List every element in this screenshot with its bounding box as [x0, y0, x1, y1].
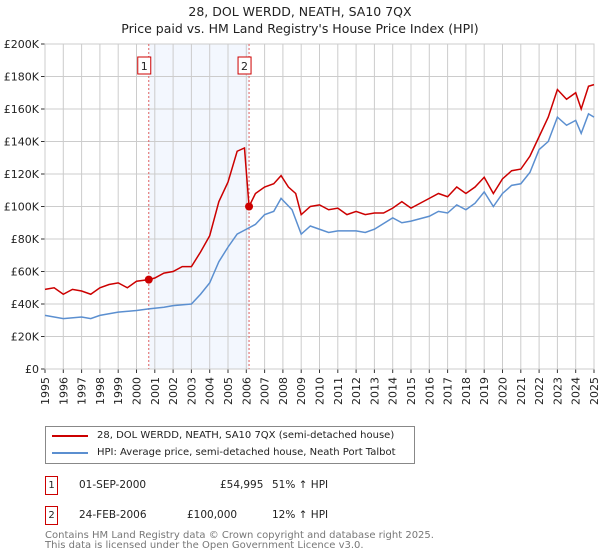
chart-title: 28, DOL WERDD, NEATH, SA10 7QX — [188, 4, 412, 19]
x-tick-label: 1998 — [94, 377, 107, 405]
y-tick-label: £140K — [4, 136, 40, 149]
legend-label-hpi: HPI: Average price, semi-detached house,… — [97, 447, 396, 458]
x-tick-label: 2008 — [277, 377, 290, 405]
x-tick-label: 2013 — [368, 377, 381, 405]
chart-subtitle: Price paid vs. HM Land Registry's House … — [121, 21, 479, 36]
sale-label: 2 — [241, 60, 248, 73]
x-tick-label: 2014 — [387, 377, 400, 405]
x-tick-label: 2003 — [185, 377, 198, 405]
x-tick-label: 2009 — [295, 377, 308, 405]
sale-hpi: 51% ↑ HPI — [272, 479, 329, 491]
x-tick-label: 2010 — [314, 377, 327, 405]
sale-date: 01-SEP-2000 — [79, 479, 147, 491]
sale-row: 1 01-SEP-2000 £54,995 51% ↑ HPI — [45, 476, 545, 496]
x-tick-label: 1995 — [39, 377, 52, 405]
sale-price: £54,995 — [220, 479, 264, 491]
y-tick-label: £60K — [11, 266, 40, 279]
y-tick-label: £180K — [4, 71, 40, 84]
x-tick-label: 2016 — [423, 377, 436, 405]
x-tick-label: 2015 — [405, 377, 418, 405]
footer: Contains HM Land Registry data © Crown c… — [45, 531, 434, 551]
sale-point — [245, 202, 254, 211]
y-tick-label: £160K — [4, 103, 40, 116]
sale-label-box — [137, 56, 152, 75]
property-price-line — [44, 83, 595, 296]
legend-label-property: 28, DOL WERDD, NEATH, SA10 7QX (semi-det… — [97, 430, 395, 441]
legend-blue-line — [52, 451, 88, 454]
x-tick-label: 2001 — [149, 377, 162, 405]
x-tick-label: 2021 — [515, 377, 528, 405]
y-tick-label: £20K — [11, 331, 40, 344]
footer-line: Contains HM Land Registry data © Crown c… — [45, 530, 434, 541]
x-tick-label: 2023 — [551, 377, 564, 405]
legend-red-line — [52, 434, 88, 437]
x-tick-label: 2020 — [497, 377, 510, 405]
sale-badge: 1 — [45, 476, 58, 495]
plot-border — [44, 43, 595, 370]
x-tick-label: 2024 — [570, 377, 583, 405]
x-tick-label: 2019 — [478, 377, 491, 405]
plot-area: £0 £20K £40K £60K £80K £100K £120K £140K £160K £1… — [4, 38, 600, 405]
x-tick-label: 2017 — [442, 377, 455, 405]
hpi-line — [44, 112, 595, 320]
footer-line: This data is licensed under the Open Gov… — [45, 540, 364, 551]
y-tick-label: £80K — [11, 233, 40, 246]
y-tick-label: £120K — [4, 168, 40, 181]
x-tick-label: 2002 — [167, 377, 180, 405]
x-tick-label: 2012 — [350, 377, 363, 405]
y-tick-label: £0 — [25, 363, 39, 376]
sale-label: 1 — [141, 60, 148, 73]
x-tick-label: 2006 — [240, 377, 253, 405]
sale-badge: 2 — [45, 506, 58, 525]
sale-row: 2 24-FEB-2006 £100,000 12% ↑ HPI — [45, 506, 545, 526]
x-tick-label: 2000 — [131, 377, 144, 405]
sale-hpi: 12% ↑ HPI — [272, 509, 329, 521]
x-tick-label: 2011 — [332, 377, 345, 405]
legend: 28, DOL WERDD, NEATH, SA10 7QX (semi-det… — [45, 426, 415, 464]
x-tick-label: 1996 — [57, 377, 70, 405]
x-tick-label: 2018 — [460, 377, 473, 405]
sale-label-box — [237, 56, 252, 75]
y-tick-label: £40K — [11, 298, 40, 311]
sale-price: £100,000 — [187, 509, 238, 521]
x-tick-label: 1997 — [76, 377, 89, 405]
x-tick-label: 2007 — [259, 377, 272, 405]
y-tick-label: £100K — [4, 201, 40, 214]
y-tick-label: £200K — [4, 38, 40, 51]
x-tick-label: 2004 — [204, 377, 217, 405]
sale-date: 24-FEB-2006 — [79, 509, 147, 521]
x-tick-label: 2022 — [533, 377, 546, 405]
sale-point — [144, 275, 153, 284]
x-tick-label: 1999 — [112, 377, 125, 405]
x-tick-label: 2025 — [588, 377, 600, 405]
x-tick-label: 2005 — [222, 377, 235, 405]
